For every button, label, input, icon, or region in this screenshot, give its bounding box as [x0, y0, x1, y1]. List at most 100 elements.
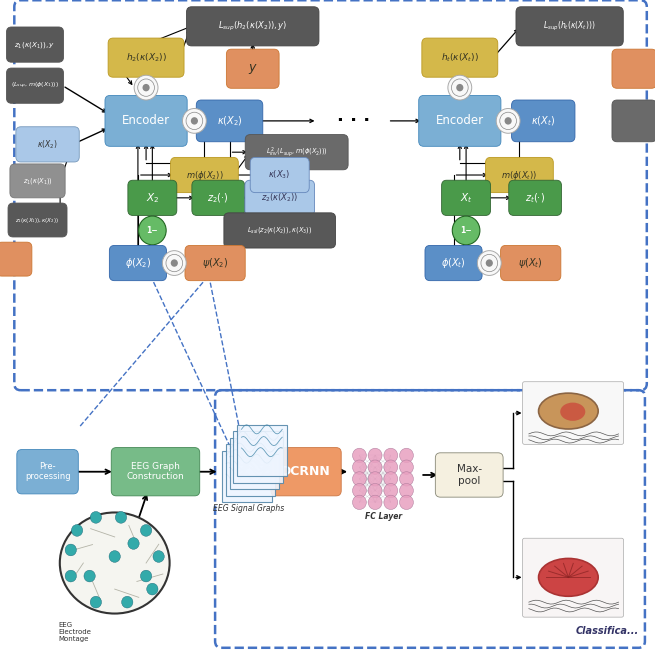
FancyBboxPatch shape — [250, 157, 309, 193]
Text: DCRNN: DCRNN — [281, 465, 331, 478]
FancyBboxPatch shape — [128, 180, 177, 215]
Ellipse shape — [560, 403, 586, 421]
FancyBboxPatch shape — [523, 538, 624, 617]
FancyBboxPatch shape — [485, 157, 553, 193]
Text: $X_t$: $X_t$ — [460, 191, 472, 205]
Circle shape — [384, 472, 398, 486]
Text: $(L_{sup},m(ϕ(X_1)))$: $(L_{sup},m(ϕ(X_1)))$ — [11, 81, 59, 91]
Circle shape — [368, 483, 382, 498]
Circle shape — [400, 448, 413, 462]
Text: $m(ϕ(X_2))$: $m(ϕ(X_2))$ — [185, 168, 223, 181]
Circle shape — [140, 525, 152, 536]
Text: EEG Graph
Construction: EEG Graph Construction — [126, 462, 184, 481]
Text: Time: Time — [236, 432, 257, 440]
Circle shape — [496, 109, 520, 133]
FancyBboxPatch shape — [0, 242, 32, 276]
Ellipse shape — [538, 393, 598, 429]
FancyBboxPatch shape — [245, 134, 348, 170]
Text: $z_t(·)$: $z_t(·)$ — [525, 191, 545, 204]
Text: $ψ(X_2)$: $ψ(X_2)$ — [202, 256, 229, 270]
Text: Classifica...: Classifica... — [576, 626, 639, 637]
FancyBboxPatch shape — [170, 157, 238, 193]
FancyBboxPatch shape — [185, 246, 245, 280]
Text: Max-
pool: Max- pool — [457, 464, 482, 486]
Circle shape — [139, 216, 166, 245]
Text: $h_t(κ(X_t))$: $h_t(κ(X_t))$ — [441, 51, 479, 64]
Text: $κ(X_2)$: $κ(X_2)$ — [37, 138, 58, 151]
Circle shape — [504, 117, 512, 124]
Circle shape — [122, 596, 133, 608]
Text: 1−: 1− — [147, 226, 158, 235]
Circle shape — [352, 448, 366, 462]
FancyBboxPatch shape — [196, 100, 263, 141]
Text: EEG
Electrode
Montage: EEG Electrode Montage — [58, 622, 91, 642]
Text: Pre-
processing: Pre- processing — [25, 462, 70, 481]
FancyBboxPatch shape — [422, 38, 498, 77]
Circle shape — [352, 460, 366, 474]
FancyBboxPatch shape — [226, 444, 275, 496]
FancyBboxPatch shape — [105, 96, 187, 146]
Text: Encoder: Encoder — [122, 115, 170, 127]
Circle shape — [400, 483, 413, 498]
Text: $κ(X_2)$: $κ(X_2)$ — [217, 114, 242, 128]
Circle shape — [368, 472, 382, 486]
Circle shape — [352, 483, 366, 498]
FancyBboxPatch shape — [222, 451, 272, 502]
Text: $z_1(κ(X_1))$: $z_1(κ(X_1))$ — [22, 176, 52, 186]
Circle shape — [162, 251, 186, 276]
Text: EEG Signal Graphs: EEG Signal Graphs — [213, 504, 284, 514]
Circle shape — [109, 551, 121, 563]
Text: $ψ(X_t)$: $ψ(X_t)$ — [518, 256, 543, 270]
Text: $h_2(κ(X_2))$: $h_2(κ(X_2))$ — [126, 51, 166, 64]
Circle shape — [352, 495, 366, 510]
Text: $L_{sup}(h_2(κ(X_2)),y)$: $L_{sup}(h_2(κ(X_2)),y)$ — [218, 20, 288, 33]
Circle shape — [71, 525, 83, 536]
Text: $y$: $y$ — [248, 62, 257, 76]
Text: 1−: 1− — [460, 226, 472, 235]
FancyBboxPatch shape — [233, 431, 283, 483]
Text: $m(ϕ(X_t))$: $m(ϕ(X_t))$ — [501, 168, 538, 181]
Circle shape — [368, 495, 382, 510]
FancyBboxPatch shape — [111, 447, 200, 496]
Ellipse shape — [60, 512, 170, 614]
FancyBboxPatch shape — [509, 180, 561, 215]
Circle shape — [400, 460, 413, 474]
FancyBboxPatch shape — [516, 7, 624, 46]
Text: $L_{ssl}(z_2(κ(X_2)),κ(X_3))$: $L_{ssl}(z_2(κ(X_2)),κ(X_3))$ — [247, 225, 312, 235]
Circle shape — [128, 538, 139, 550]
FancyBboxPatch shape — [8, 203, 67, 237]
Text: · · ·: · · · — [337, 112, 369, 130]
Circle shape — [384, 495, 398, 510]
FancyBboxPatch shape — [441, 180, 491, 215]
Text: $z_1(κ(X_1)),κ(X_2))$: $z_1(κ(X_1)),κ(X_2))$ — [16, 215, 60, 225]
FancyBboxPatch shape — [17, 449, 79, 494]
Circle shape — [65, 544, 77, 556]
FancyBboxPatch shape — [523, 382, 624, 444]
Text: $z_2(κ(X_2))$: $z_2(κ(X_2))$ — [261, 191, 299, 204]
Text: $z_2(·)$: $z_2(·)$ — [208, 191, 229, 204]
Circle shape — [352, 472, 366, 486]
FancyBboxPatch shape — [436, 453, 503, 497]
Circle shape — [171, 259, 178, 267]
Circle shape — [134, 75, 158, 100]
Circle shape — [191, 117, 198, 124]
Circle shape — [384, 448, 398, 462]
Text: FC Layer: FC Layer — [365, 512, 402, 521]
FancyBboxPatch shape — [224, 213, 335, 248]
Circle shape — [486, 259, 493, 267]
Circle shape — [457, 84, 463, 91]
FancyBboxPatch shape — [108, 38, 184, 77]
FancyBboxPatch shape — [109, 246, 166, 280]
Text: $κ(X_t)$: $κ(X_t)$ — [531, 114, 555, 128]
Ellipse shape — [538, 559, 598, 596]
Circle shape — [453, 216, 480, 245]
Circle shape — [400, 472, 413, 486]
FancyBboxPatch shape — [612, 100, 655, 141]
Circle shape — [448, 75, 472, 100]
FancyBboxPatch shape — [7, 68, 64, 103]
Circle shape — [143, 84, 149, 91]
FancyBboxPatch shape — [227, 49, 279, 88]
Circle shape — [368, 460, 382, 474]
FancyBboxPatch shape — [187, 7, 319, 46]
Text: $ϕ(X_t)$: $ϕ(X_t)$ — [441, 256, 466, 270]
